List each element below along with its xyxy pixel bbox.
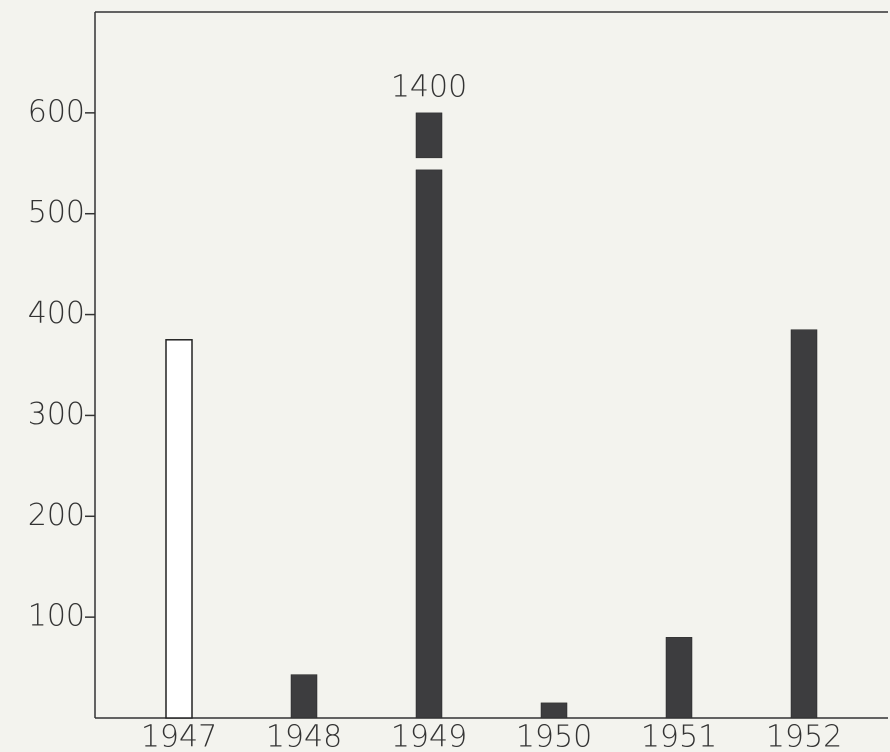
bar: [290, 674, 318, 719]
bar: [415, 169, 443, 719]
x-tick-label: 1952: [766, 720, 842, 752]
x-tick-label: 1948: [266, 720, 342, 752]
bar: [540, 702, 568, 719]
bar: [790, 329, 818, 719]
bar: [165, 339, 193, 719]
x-tick-label: 1950: [516, 720, 592, 752]
y-tick-label: 300: [28, 397, 85, 432]
y-tick-label: 100: [28, 599, 85, 634]
x-tick-label: 1949: [391, 720, 467, 752]
y-tick-label: 400: [28, 296, 85, 331]
x-tick-label: 1951: [641, 720, 717, 752]
value-label: 1400: [391, 69, 467, 104]
x-tick-label: 1947: [141, 720, 217, 752]
y-tick-label: 200: [28, 498, 85, 533]
y-tick-label: 600: [28, 94, 85, 129]
y-tick-label: 500: [28, 195, 85, 230]
bar: [665, 637, 693, 719]
bar-broken-top: [415, 112, 443, 159]
